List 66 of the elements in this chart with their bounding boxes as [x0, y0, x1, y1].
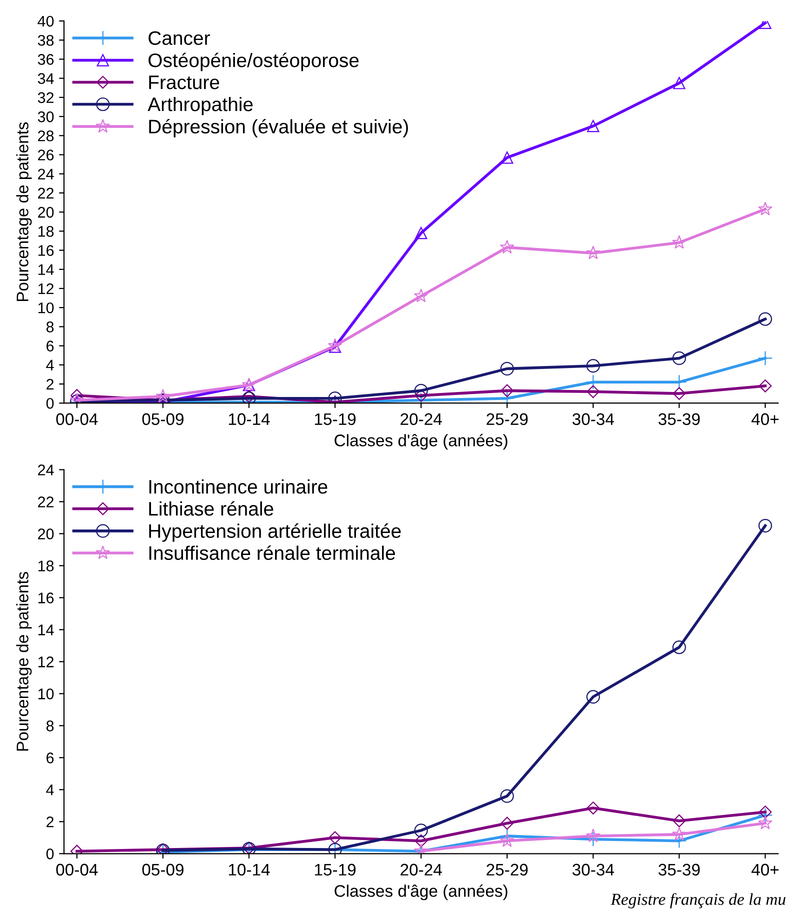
x-tick-label: 40+ [751, 864, 779, 876]
y-tick-label: 12 [38, 283, 54, 294]
legend-label: Incontinence urinaire [149, 479, 328, 494]
legend-label: Insuffisance rénale terminale [149, 545, 395, 560]
x-tick-label: 05-09 [142, 864, 184, 876]
legend-label: Ostéopénie/ostéoporose [148, 52, 359, 72]
y-tick-label: 20 [38, 528, 54, 540]
y-tick-label: 2 [46, 816, 54, 828]
y-tick-label: 4 [46, 360, 54, 370]
y-tick-label: 20 [38, 206, 54, 218]
y-tick-label: 40 [38, 16, 54, 27]
x-tick-label: 20-24 [400, 413, 442, 426]
y-tick-label: 24 [38, 464, 54, 476]
y-tick-label: 36 [38, 54, 54, 65]
y-tick-label: 14 [38, 264, 54, 275]
x-tick-label: 15-19 [314, 864, 356, 876]
y-tick-label: 24 [38, 168, 54, 180]
x-axis-title: Classes d'âge (années) [334, 884, 508, 900]
y-tick-label: 38 [38, 34, 54, 46]
y-tick-label: 10 [38, 302, 54, 314]
legend-label: Fracture [149, 76, 220, 90]
y-tick-label: 4 [46, 784, 54, 796]
y-tick-label: 0 [46, 848, 54, 860]
x-tick-label: 10-14 [228, 864, 270, 876]
y-tick-label: 12 [38, 656, 54, 668]
y-tick-label: 8 [46, 322, 54, 332]
y-tick-label: 32 [38, 92, 54, 104]
y-axis-title: Pourcentage de patients [16, 572, 32, 751]
y-tick-label: 34 [38, 73, 54, 84]
x-tick-label: 05-09 [142, 413, 184, 426]
legend-label: Dépression (évaluée et suivie) [149, 118, 408, 138]
y-tick-label: 14 [38, 624, 54, 636]
legend-label: Lithiase rénale [149, 501, 274, 516]
legend-label: Arthropathie [148, 96, 253, 116]
y-tick-label: 0 [46, 398, 54, 409]
x-tick-label: 35-39 [658, 864, 700, 876]
x-tick-label: 25-29 [486, 413, 528, 426]
y-tick-label: 18 [38, 560, 54, 572]
text: Registre français de la mu [610, 893, 786, 908]
x-tick-label: 00-04 [56, 413, 98, 426]
y-tick-label: 6 [46, 340, 54, 352]
legend-label: Hypertension artérielle traitée [149, 523, 401, 542]
x-tick-label: 20-24 [400, 864, 442, 876]
y-tick-label: 2 [46, 378, 54, 390]
legend-label: Cancer [148, 31, 210, 45]
y-tick-label: 22 [38, 188, 54, 198]
x-tick-label: 30-34 [572, 413, 614, 426]
y-tick-label: 16 [38, 592, 54, 604]
y-tick-label: 22 [38, 496, 54, 508]
y-tick-label: 18 [38, 226, 54, 237]
y-tick-label: 10 [38, 688, 54, 700]
y-tick-label: 28 [38, 130, 54, 142]
x-tick-label: 35-39 [658, 413, 700, 426]
x-tick-label: 30-34 [572, 864, 614, 876]
y-axis-title: Pourcentage de patients [16, 122, 32, 302]
y-tick-label: 26 [38, 150, 54, 160]
x-tick-label: 15-19 [314, 413, 356, 426]
x-tick-label: 10-14 [228, 413, 270, 426]
x-tick-label: 25-29 [486, 864, 528, 876]
x-axis-title: Classes d'âge (années) [334, 434, 508, 450]
x-tick-label: 40+ [751, 413, 779, 426]
y-tick-label: 30 [38, 111, 54, 122]
y-tick-label: 6 [46, 752, 54, 764]
y-tick-label: 16 [38, 245, 54, 256]
x-tick-label: 00-04 [56, 864, 98, 876]
y-tick-label: 8 [46, 720, 54, 732]
